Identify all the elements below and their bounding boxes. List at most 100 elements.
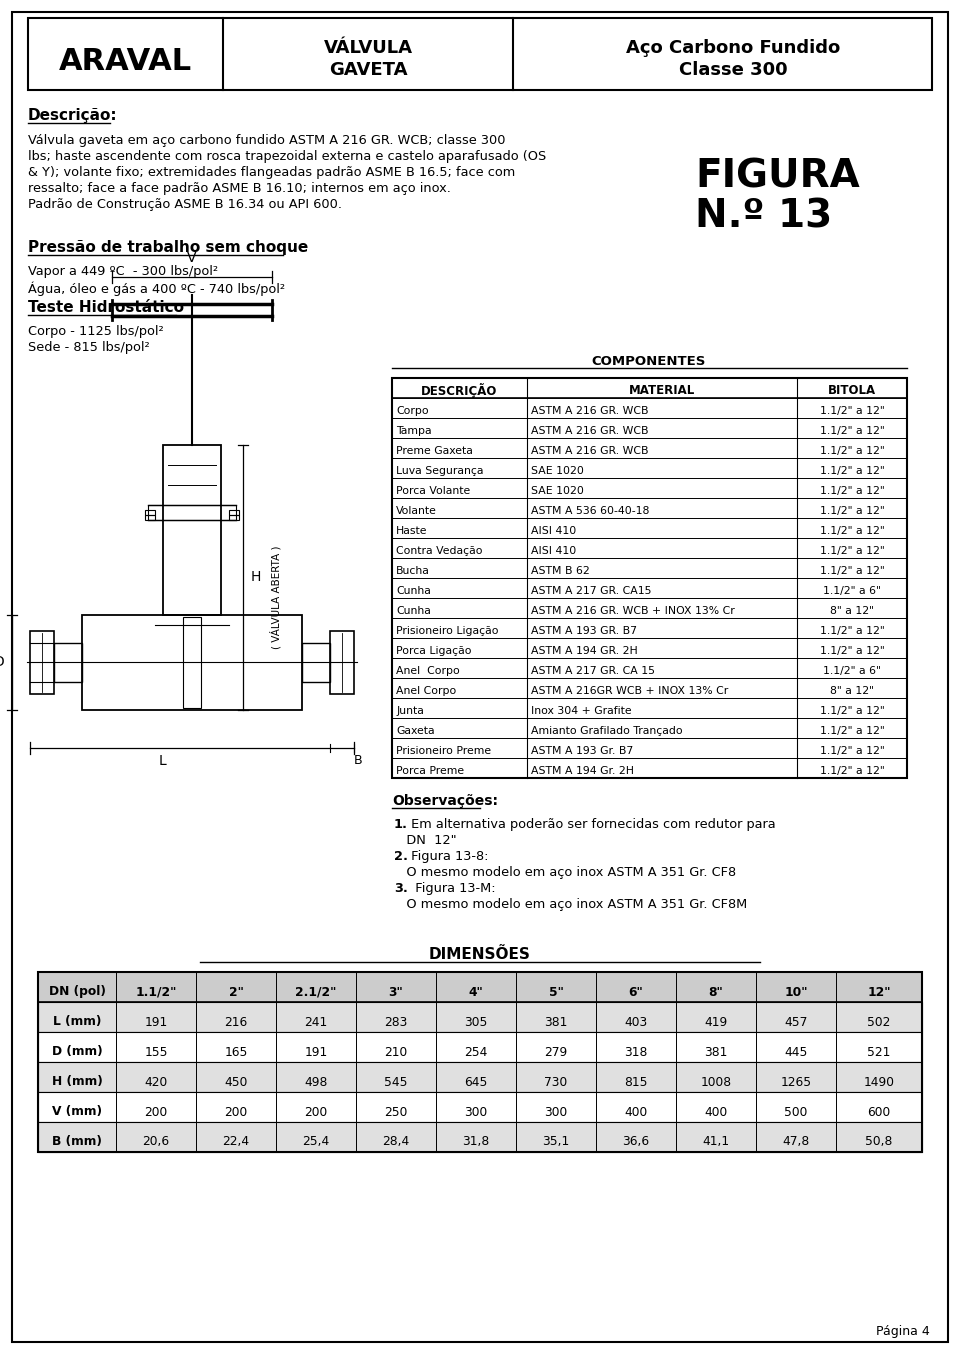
- Text: Anel  Corpo: Anel Corpo: [396, 665, 460, 676]
- Text: 1.1/2" a 12": 1.1/2" a 12": [820, 507, 884, 516]
- Text: Luva Segurança: Luva Segurança: [396, 466, 484, 477]
- Text: 210: 210: [384, 1046, 408, 1058]
- Text: Cunha: Cunha: [396, 587, 431, 596]
- Bar: [392, 558, 907, 579]
- Bar: [148, 505, 236, 520]
- Text: Gaxeta: Gaxeta: [396, 727, 435, 736]
- Text: 300: 300: [465, 1105, 488, 1119]
- Text: Preme Gaxeta: Preme Gaxeta: [396, 445, 473, 456]
- Text: ressalto; face a face padrão ASME B 16.10; internos em aço inox.: ressalto; face a face padrão ASME B 16.1…: [28, 182, 451, 196]
- Text: V: V: [187, 251, 197, 265]
- Text: V (mm): V (mm): [52, 1105, 102, 1119]
- Text: Válvula gaveta em aço carbono fundido ASTM A 216 GR. WCB; classe 300: Válvula gaveta em aço carbono fundido AS…: [28, 134, 506, 147]
- Text: 191: 191: [304, 1046, 327, 1058]
- Text: ARAVAL: ARAVAL: [59, 48, 192, 76]
- Text: 381: 381: [544, 1016, 567, 1028]
- Text: 1.1/2" a 12": 1.1/2" a 12": [820, 426, 884, 436]
- Text: 200: 200: [144, 1105, 168, 1119]
- Text: 2.: 2.: [394, 850, 408, 862]
- Text: Volante: Volante: [396, 507, 437, 516]
- Text: 28,4: 28,4: [382, 1135, 410, 1149]
- Text: SAE 1020: SAE 1020: [531, 466, 584, 477]
- Text: L: L: [158, 754, 166, 769]
- Text: Pressão de trabalho sem choque: Pressão de trabalho sem choque: [28, 240, 308, 255]
- Text: Porca Volante: Porca Volante: [396, 486, 470, 496]
- Text: 381: 381: [705, 1046, 728, 1058]
- Text: 305: 305: [465, 1016, 488, 1028]
- Text: 1.1/2" a 12": 1.1/2" a 12": [820, 727, 884, 736]
- Text: FIGURA: FIGURA: [695, 158, 860, 196]
- Text: Haste: Haste: [396, 526, 427, 536]
- Text: 1.1/2" a 12": 1.1/2" a 12": [820, 445, 884, 456]
- Bar: [392, 678, 907, 698]
- Text: DN (pol): DN (pol): [49, 986, 106, 998]
- Text: 279: 279: [544, 1046, 567, 1058]
- Text: Figura 13-8:: Figura 13-8:: [407, 850, 489, 862]
- Bar: [38, 972, 922, 1002]
- Text: 1.1/2" a 12": 1.1/2" a 12": [820, 406, 884, 416]
- Text: 1.: 1.: [394, 818, 408, 831]
- Text: 241: 241: [304, 1016, 327, 1028]
- Text: ASTM A 216 GR. WCB: ASTM A 216 GR. WCB: [531, 445, 649, 456]
- Text: 10": 10": [784, 986, 807, 998]
- Text: 1.1/2": 1.1/2": [135, 986, 177, 998]
- Text: 6": 6": [629, 986, 643, 998]
- Text: Aço Carbono Fundido: Aço Carbono Fundido: [626, 39, 840, 57]
- Text: 191: 191: [144, 1016, 168, 1028]
- Bar: [392, 418, 907, 439]
- Text: 445: 445: [784, 1046, 807, 1058]
- Text: AISI 410: AISI 410: [531, 546, 576, 555]
- Text: Prisioneiro Preme: Prisioneiro Preme: [396, 746, 492, 756]
- Text: BITOLA: BITOLA: [828, 384, 876, 398]
- Text: SAE 1020: SAE 1020: [531, 486, 584, 496]
- Bar: [38, 972, 922, 1152]
- Text: 500: 500: [784, 1105, 807, 1119]
- Text: 283: 283: [384, 1016, 408, 1028]
- Bar: [302, 642, 330, 682]
- Bar: [392, 517, 907, 538]
- Text: Porca Ligação: Porca Ligação: [396, 646, 471, 656]
- Text: AISI 410: AISI 410: [531, 526, 576, 536]
- Text: D: D: [0, 655, 4, 669]
- Bar: [392, 659, 907, 678]
- Text: Anel Corpo: Anel Corpo: [396, 686, 456, 697]
- Text: 1008: 1008: [701, 1076, 732, 1089]
- Text: 5": 5": [548, 986, 564, 998]
- Text: 1.1/2" a 12": 1.1/2" a 12": [820, 546, 884, 555]
- Bar: [30, 631, 54, 694]
- Text: 1.1/2" a 12": 1.1/2" a 12": [820, 466, 884, 477]
- Text: 36,6: 36,6: [622, 1135, 650, 1149]
- Text: 155: 155: [144, 1046, 168, 1058]
- Text: 165: 165: [225, 1046, 248, 1058]
- Text: Amianto Grafilado Trançado: Amianto Grafilado Trançado: [531, 727, 683, 736]
- Text: 420: 420: [144, 1076, 168, 1089]
- Bar: [392, 598, 907, 618]
- Bar: [392, 458, 907, 478]
- Text: DESCRIÇÃO: DESCRIÇÃO: [420, 383, 497, 398]
- Text: 498: 498: [304, 1076, 327, 1089]
- Bar: [392, 638, 907, 659]
- Text: 1265: 1265: [780, 1076, 811, 1089]
- Text: 400: 400: [705, 1105, 728, 1119]
- Bar: [392, 758, 907, 778]
- Text: 1.1/2" a 12": 1.1/2" a 12": [820, 486, 884, 496]
- Bar: [183, 617, 201, 708]
- Text: COMPONENTES: COMPONENTES: [591, 354, 707, 368]
- Text: Em alternativa poderão ser fornecidas com redutor para: Em alternativa poderão ser fornecidas co…: [407, 818, 776, 831]
- Bar: [38, 1032, 922, 1062]
- Text: ASTM A 194 GR. 2H: ASTM A 194 GR. 2H: [531, 646, 637, 656]
- Bar: [145, 511, 155, 515]
- Text: 8" a 12": 8" a 12": [830, 686, 874, 697]
- Text: 300: 300: [544, 1105, 567, 1119]
- Text: Prisioneiro Ligação: Prisioneiro Ligação: [396, 626, 498, 636]
- Text: Contra Vedação: Contra Vedação: [396, 546, 483, 555]
- Bar: [392, 718, 907, 737]
- Text: 1.1/2" a 6": 1.1/2" a 6": [823, 587, 881, 596]
- Text: 47,8: 47,8: [782, 1135, 809, 1149]
- Bar: [392, 378, 907, 778]
- Text: Descrição:: Descrição:: [28, 109, 118, 124]
- Text: Junta: Junta: [396, 706, 424, 716]
- Text: ASTM A 536 60-40-18: ASTM A 536 60-40-18: [531, 507, 649, 516]
- Text: 403: 403: [624, 1016, 648, 1028]
- Text: ( VÁLVULA ABERTA ): ( VÁLVULA ABERTA ): [271, 546, 281, 649]
